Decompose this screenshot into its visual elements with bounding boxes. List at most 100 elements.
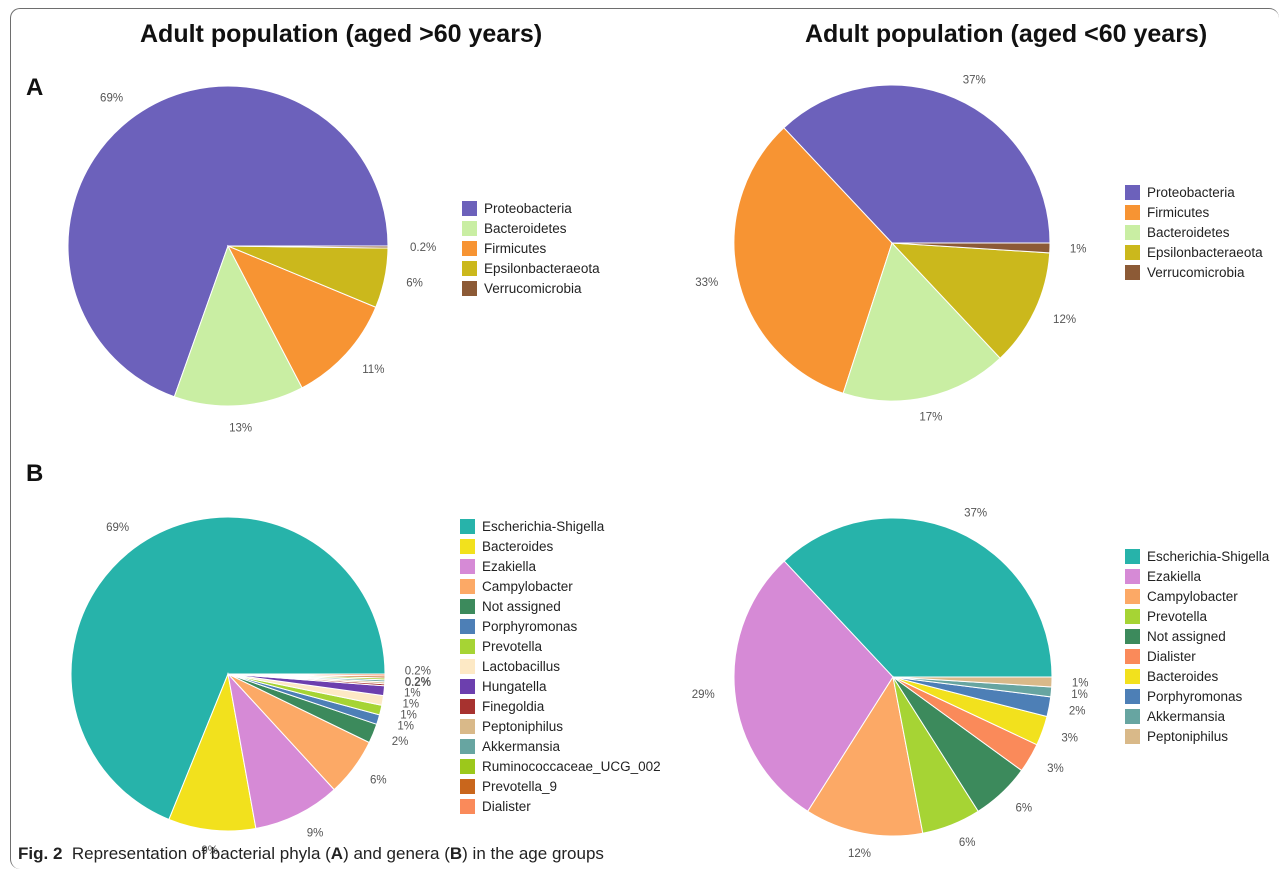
slice-label-verrucomicrobia: 1% — [1070, 244, 1087, 256]
legend-item-bacteroides: Bacteroides — [460, 536, 661, 556]
legend-label: Firmicutes — [1147, 204, 1210, 220]
legend-label: Verrucomicrobia — [484, 280, 582, 296]
panel-label-b: B — [26, 460, 44, 487]
slice-label-bacteroides: 3% — [1061, 733, 1078, 745]
legend-swatch — [460, 578, 475, 594]
figure-caption: Fig. 2 Representation of bacterial phyla… — [18, 844, 604, 864]
legend-swatch — [460, 778, 475, 794]
slice-label-not-assigned: 2% — [392, 736, 409, 748]
legend-label: Porphyromonas — [1147, 688, 1243, 704]
slice-label-finegoldia: 0.2% — [405, 676, 431, 688]
legend-swatch — [460, 598, 475, 614]
slice-label-peptoniphilus: 0.2% — [405, 665, 431, 677]
slice-label-ezakiella: 29% — [692, 689, 715, 701]
slice-escherichia-shigella — [70, 516, 386, 821]
slice-label-prevotella: 1% — [400, 709, 417, 721]
legend-item-akkermansia: Akkermansia — [460, 736, 661, 756]
legend-swatch — [460, 518, 475, 534]
legend-label: Porphyromonas — [482, 618, 578, 634]
legend-swatch — [460, 798, 475, 814]
pie-chart-genera-under-60: 37% 29% 12% 6% 6% 3% 3% 2% 1%1% — [692, 508, 1089, 860]
pie-chart-genera-over-60: 69%9%9%6%2%1%1%1%1%0.2%0.2%0.2% — [70, 516, 431, 857]
legend-label: Peptoniphilus — [482, 718, 564, 734]
legend-item-prevotella-9: Prevotella_9 — [460, 776, 661, 796]
legend-item-peptoniphilus: Peptoniphilus — [1125, 726, 1269, 746]
slice-label-not-assigned: 6% — [1016, 802, 1033, 814]
caption-letter-b: B — [449, 844, 463, 863]
legend-item-campylobacter: Campylobacter — [460, 576, 661, 596]
legend-label: Finegoldia — [482, 698, 545, 714]
slice-label-proteobacteria: 37% — [963, 75, 986, 87]
title-left: Adult population (aged >60 years) — [140, 20, 543, 48]
slice-label-escherichia-shigella: 37% — [964, 508, 987, 520]
legend-item-bacteroidetes: Bacteroidetes — [1125, 222, 1263, 242]
slice-label-firmicutes: 11% — [362, 364, 384, 376]
legend-swatch — [1125, 588, 1140, 604]
legend-swatch — [1125, 688, 1140, 704]
slice-verrucomicrobia — [891, 242, 1051, 254]
legend-item-bacteroidetes: Bacteroidetes — [462, 218, 600, 238]
legend-item-bacteroides: Bacteroides — [1125, 666, 1269, 686]
legend-item-firmicutes: Firmicutes — [1125, 202, 1263, 222]
legend-item-epsilonbacteraeota: Epsilonbacteraeota — [462, 258, 600, 278]
legend-label: Bacteroidetes — [1147, 224, 1230, 240]
legend-swatch — [460, 698, 475, 714]
legend-label: Hungatella — [482, 678, 547, 694]
legend-item-prevotella: Prevotella — [1125, 606, 1269, 626]
slice-dialister — [227, 673, 386, 677]
legend-swatch — [1125, 244, 1140, 260]
slice-peptoniphilus — [892, 676, 1053, 688]
slice-campylobacter — [807, 675, 924, 837]
legend-item-not-assigned: Not assigned — [1125, 626, 1269, 646]
panel-label-a: A — [26, 74, 44, 101]
slice-label-porphyromonas: 1% — [397, 720, 414, 732]
slice-label-ezakiella: 9% — [307, 828, 324, 840]
legend-swatch — [1125, 184, 1140, 200]
slice-label-peptoniphilus: 1% — [1072, 678, 1089, 690]
legend-swatch — [1125, 648, 1140, 664]
slice-firmicutes — [733, 127, 893, 394]
legend-label: Lactobacillus — [482, 658, 561, 674]
legend-label: Escherichia-Shigella — [482, 518, 605, 534]
legend-swatch — [460, 638, 475, 654]
legend-swatch — [460, 718, 475, 734]
slice-label-akkermansia: 0.2% — [405, 677, 431, 689]
slice-label-firmicutes: 33% — [695, 277, 718, 289]
legend-label: Dialister — [1147, 648, 1196, 664]
legend-label: Prevotella_9 — [482, 778, 558, 794]
slice-label-epsilonbacteraeota: 6% — [406, 278, 423, 290]
legend-item-akkermansia: Akkermansia — [1125, 706, 1269, 726]
legend-item-peptoniphilus: Peptoniphilus — [460, 716, 661, 736]
slice-label-campylobacter: 6% — [370, 775, 387, 787]
legend-label: Prevotella — [482, 638, 543, 654]
legend-item-not-assigned: Not assigned — [460, 596, 661, 616]
legend-swatch — [1125, 628, 1140, 644]
caption-prefix: Fig. 2 — [18, 844, 63, 863]
legend-item-ezakiella: Ezakiella — [1125, 566, 1269, 586]
legend-swatch — [462, 220, 477, 236]
caption-text-3: ) in the age groups — [462, 844, 604, 863]
legend-swatch — [1125, 728, 1140, 744]
legend-label: Ezakiella — [482, 558, 537, 574]
legend-item-escherichia-shigella: Escherichia-Shigella — [460, 516, 661, 536]
slice-ezakiella — [733, 560, 894, 812]
legend-item-prevotella: Prevotella — [460, 636, 661, 656]
legend-item-verrucomicrobia: Verrucomicrobia — [462, 278, 600, 298]
legend-label: Not assigned — [482, 598, 561, 614]
slice-proteobacteria — [783, 84, 1051, 244]
legend-item-dialister: Dialister — [460, 796, 661, 816]
legend-item-verrucomicrobia: Verrucomicrobia — [1125, 262, 1263, 282]
caption-letter-a: A — [330, 844, 344, 863]
legend-label: Campylobacter — [482, 578, 573, 594]
legend-label: Akkermansia — [1147, 708, 1226, 724]
legend-item-finegoldia: Finegoldia — [460, 696, 661, 716]
slice-escherichia-shigella — [783, 517, 1053, 678]
legend-item-proteobacteria: Proteobacteria — [462, 198, 600, 218]
legend-label: Akkermansia — [482, 738, 561, 754]
slice-ezakiella — [227, 672, 335, 830]
pie-chart-phyla-over-60: 69% 13% 11% 6% 0.2% — [67, 85, 436, 435]
legend-label: Escherichia-Shigella — [1147, 548, 1270, 564]
legend-label: Not assigned — [1147, 628, 1226, 644]
legend-swatch — [462, 200, 477, 216]
legend-swatch — [460, 678, 475, 694]
